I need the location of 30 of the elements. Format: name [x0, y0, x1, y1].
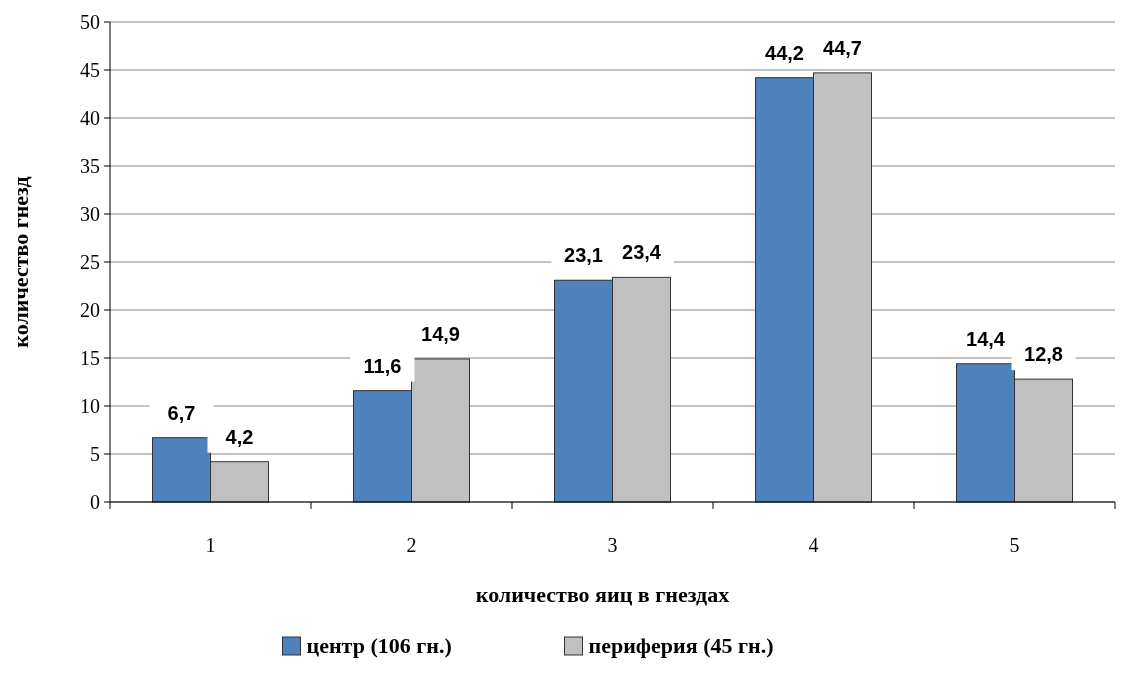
y-tick-label: 0	[90, 491, 100, 513]
x-tick-label: 1	[205, 534, 216, 556]
text: 23,4	[622, 241, 661, 264]
text: 44,7	[823, 36, 862, 59]
y-tick-label: 15	[80, 347, 100, 369]
y-tick-label: 10	[80, 395, 100, 417]
x-tick-label: 5	[1009, 534, 1020, 556]
y-tick-label: 30	[80, 203, 100, 225]
text: 44,2	[765, 41, 804, 64]
legend-label: центр (106 гн.)	[306, 633, 452, 658]
x-axis-title: количество яиц в гнездах	[475, 582, 730, 607]
y-tick-label: 45	[80, 59, 100, 81]
y-tick-label: 40	[80, 107, 100, 129]
text: 14,4	[966, 327, 1005, 350]
text: 11,6	[363, 354, 402, 377]
x-tick-label: 3	[607, 534, 618, 556]
x-tick-label: 2	[406, 534, 417, 556]
text: 4,2	[225, 425, 254, 448]
legend-label: периферия (45 гн.)	[588, 633, 774, 658]
text: 12,8	[1024, 343, 1063, 366]
x-tick-label: 4	[808, 534, 819, 556]
y-tick-label: 35	[80, 155, 100, 177]
text: 6,7	[167, 401, 196, 424]
text: 14,9	[421, 322, 460, 345]
y-tick-label: 20	[80, 299, 100, 321]
y-tick-label: 5	[90, 443, 100, 465]
y-tick-label: 50	[80, 11, 100, 33]
text: 23,1	[564, 244, 603, 267]
y-axis-title: количество гнезд	[8, 176, 33, 348]
y-tick-label: 25	[80, 251, 100, 273]
